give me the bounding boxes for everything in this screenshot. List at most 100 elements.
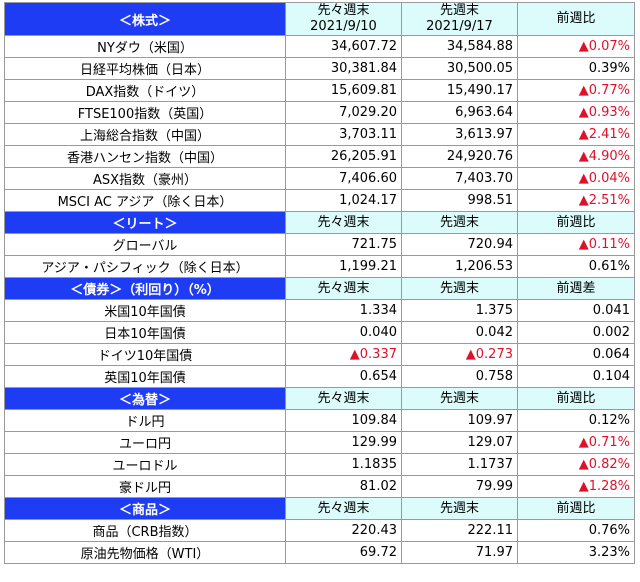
text: 30,381.84 <box>330 61 397 76</box>
table-body: ＜株式＞ 先々週末 2021/9/10 先週末 2021/9/17 前週比 NYダウ（米国）… <box>4 2 635 564</box>
value-cell: ▲2.41% <box>517 123 635 146</box>
value-cell: 1,024.17 <box>285 189 402 212</box>
value-cell: ▲0.82% <box>517 453 635 476</box>
text: 0.39% <box>588 61 630 76</box>
value-cell: ▲0.273 <box>401 343 518 366</box>
text: ▲2.51% <box>578 193 630 208</box>
row-label: 英国10年国債 <box>4 365 286 388</box>
value-cell: 0.104 <box>517 365 635 388</box>
value-cell: 1,199.21 <box>285 255 402 278</box>
data-row: MSCI AC アジア（除く日本） 1,024.17 998.51 ▲2.51% <box>4 189 635 212</box>
value-cell: 0.61% <box>517 255 635 278</box>
text: 3,613.97 <box>455 127 513 142</box>
row-label: 上海総合指数（中国） <box>4 123 286 146</box>
text: 81.02 <box>359 479 397 494</box>
text: NYダウ（米国） <box>97 41 193 56</box>
row-label: MSCI AC アジア（除く日本） <box>4 189 286 212</box>
text: DAX指数（ドイツ） <box>85 85 205 100</box>
text: 7,403.70 <box>455 171 513 186</box>
text: 129.99 <box>351 435 398 450</box>
data-row: ユーロドル 1.1835 1.1737 ▲0.82% <box>4 453 635 476</box>
value-cell: 26,205.91 <box>285 145 402 168</box>
value-cell: 15,609.81 <box>285 79 402 102</box>
column-header: 先々週末 <box>285 497 402 520</box>
text: ASX指数（豪州） <box>92 173 198 188</box>
row-label: ユーロドル <box>4 453 286 476</box>
text: ▲1.28% <box>578 479 630 494</box>
value-cell: ▲0.93% <box>517 101 635 124</box>
text: 0.104 <box>592 369 630 384</box>
section-header-row: ＜リート＞ 先々週末 先週末 前週比 <box>4 211 635 234</box>
data-row: ドル円 109.84 109.97 0.12% <box>4 409 635 432</box>
row-label: 日経平均株価（日本） <box>4 57 286 80</box>
text: 34,607.72 <box>330 39 397 54</box>
text: 0.12% <box>588 413 630 428</box>
text: 先週末 <box>439 3 479 19</box>
value-cell: 129.99 <box>285 431 402 454</box>
text: ＜為替＞ <box>118 393 171 408</box>
text: 220.43 <box>351 523 398 538</box>
text: 109.84 <box>351 413 398 428</box>
text: 先々週末 <box>317 214 370 230</box>
value-cell: 81.02 <box>285 475 402 498</box>
text: 3,703.11 <box>339 127 397 142</box>
text: 0.654 <box>359 369 397 384</box>
value-cell: ▲0.71% <box>517 431 635 454</box>
value-cell: 69.72 <box>285 541 402 564</box>
text: 原油先物価格（WTI） <box>80 547 210 562</box>
data-row: 上海総合指数（中国） 3,703.11 3,613.97 ▲2.41% <box>4 123 635 146</box>
text: 0.042 <box>475 325 513 340</box>
text: ユーロドル <box>112 459 178 474</box>
row-label: 商品（CRB指数） <box>4 519 286 542</box>
data-row: アジア・パシフィック（除く日本） 1,199.21 1,206.53 0.61% <box>4 255 635 278</box>
text: 0.002 <box>592 325 630 340</box>
text: ▲0.07% <box>578 39 630 54</box>
text: 7,406.60 <box>339 171 397 186</box>
row-label: DAX指数（ドイツ） <box>4 79 286 102</box>
data-row: 香港ハンセン指数（中国） 26,205.91 24,920.76 ▲4.90% <box>4 145 635 168</box>
text: 商品（CRB指数） <box>92 525 198 540</box>
data-row: ユーロ円 129.99 129.07 ▲0.71% <box>4 431 635 454</box>
text: 1,024.17 <box>339 193 397 208</box>
value-cell: 34,584.88 <box>401 35 518 58</box>
value-cell: 220.43 <box>285 519 402 542</box>
column-header: 先週末 2021/9/17 <box>401 2 518 36</box>
text: 香港ハンセン指数（中国） <box>66 151 223 166</box>
row-label: ドル円 <box>4 409 286 432</box>
text: 前週比 <box>556 11 596 26</box>
section-header-row: ＜商品＞ 先々週末 先週末 前週比 <box>4 497 635 520</box>
row-label: アジア・パシフィック（除く日本） <box>4 255 286 278</box>
row-label: ASX指数（豪州） <box>4 167 286 190</box>
text: 30,500.05 <box>446 61 513 76</box>
value-cell: 109.84 <box>285 409 402 432</box>
column-header: 先々週末 <box>285 387 402 410</box>
text: 71.97 <box>475 545 513 560</box>
value-cell: 1.1737 <box>401 453 518 476</box>
text: 先週末 <box>439 214 479 230</box>
value-cell: ▲0.07% <box>517 35 635 58</box>
data-row: 原油先物価格（WTI） 69.72 71.97 3.23% <box>4 541 635 564</box>
section-header-row: ＜債券＞（利回り）（%） 先々週末 先週末 前週差 <box>4 277 635 300</box>
value-cell: 1.334 <box>285 299 402 322</box>
text: 先週末 <box>439 390 479 406</box>
column-header: 先週末 <box>401 387 518 410</box>
value-cell: ▲0.77% <box>517 79 635 102</box>
text: 先々週末 <box>317 280 370 296</box>
text: 0.758 <box>475 369 513 384</box>
value-cell: 0.040 <box>285 321 402 344</box>
data-row: グローバル 721.75 720.94 ▲0.11% <box>4 233 635 256</box>
text: 1.1737 <box>467 457 514 472</box>
text: 24,920.76 <box>446 149 513 164</box>
row-label: ユーロ円 <box>4 431 286 454</box>
text: 英国10年国債 <box>104 371 186 386</box>
value-cell: 720.94 <box>401 233 518 256</box>
value-cell: 998.51 <box>401 189 518 212</box>
text: ▲0.77% <box>578 83 630 98</box>
value-cell: 30,381.84 <box>285 57 402 80</box>
column-header: 前週比 <box>517 387 635 410</box>
data-row: 日本10年国債 0.040 0.042 0.002 <box>4 321 635 344</box>
column-header: 前週比 <box>517 211 635 234</box>
value-cell: 1.1835 <box>285 453 402 476</box>
row-label: 豪ドル円 <box>4 475 286 498</box>
